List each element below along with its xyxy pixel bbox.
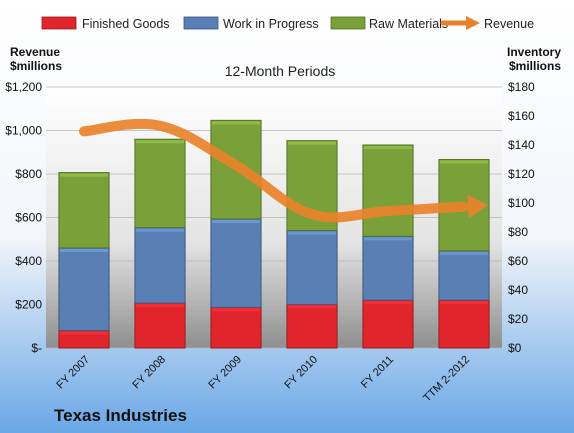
legend-label-revenue: Revenue <box>484 17 534 31</box>
bar-raw-materials-highlight <box>439 160 489 164</box>
revenue-arrowhead <box>467 194 488 219</box>
bar-raw-materials-highlight <box>59 173 109 177</box>
right-tick-label: $100 <box>508 196 535 210</box>
bar-work-in-progress <box>362 235 414 301</box>
left-axis-title-line1: Revenue <box>10 45 60 59</box>
right-tick-label: $40 <box>508 283 528 297</box>
left-tick-label: $1,000 <box>5 124 42 138</box>
bar-work-in-progress <box>210 218 262 308</box>
bar-work-in-progress <box>438 250 490 301</box>
right-axis-ticks: $0 $20 $40 $60 $80 $100 $120 $140 $160 $180 <box>508 80 535 355</box>
bar-work-in-progress-highlight <box>211 219 261 223</box>
bar-finished-goods <box>210 306 262 349</box>
legend-label-finished-goods: Finished Goods <box>82 17 170 31</box>
bar-finished-goods-highlight <box>439 301 489 305</box>
gridlines <box>46 86 502 349</box>
bar-raw-materials <box>134 138 186 229</box>
bar-finished-goods-highlight <box>363 301 413 305</box>
right-axis-title-line1: Inventory <box>507 45 561 59</box>
right-tick-label: $20 <box>508 312 528 326</box>
revenue-line <box>79 118 469 223</box>
chart-subtitle: 12-Month Periods <box>225 63 336 79</box>
bar-finished-goods-highlight <box>135 304 185 308</box>
bar-work-in-progress-highlight <box>439 251 489 255</box>
right-tick-label: $80 <box>508 225 528 239</box>
bar-finished-goods <box>438 299 490 349</box>
legend-swatch-raw-materials <box>330 16 366 30</box>
left-tick-label: $- <box>31 341 42 355</box>
legend-label-raw-materials: Raw Materials <box>369 17 448 31</box>
right-tick-label: $0 <box>508 341 522 355</box>
left-tick-label: $200 <box>15 298 42 312</box>
bar-work-in-progress <box>58 247 110 332</box>
bar-work-in-progress <box>286 230 338 305</box>
left-axis-title-line2: $millions <box>10 59 62 73</box>
bar-work-in-progress <box>134 227 186 304</box>
right-tick-label: $120 <box>508 167 535 181</box>
right-axis-title-line2: $millions <box>509 59 561 73</box>
bar-raw-materials-highlight <box>287 141 337 145</box>
bar-finished-goods <box>362 299 414 349</box>
left-axis-ticks: $- $200 $400 $600 $800 $1,000 $1,200 <box>5 80 42 355</box>
bar-finished-goods-highlight <box>211 308 261 312</box>
left-tick-label: $600 <box>15 211 42 225</box>
bar-raw-materials <box>58 172 110 249</box>
legend: Finished Goods Work in Progress Raw Mate… <box>41 16 534 31</box>
bar-finished-goods-highlight <box>59 331 109 335</box>
legend-swatch-finished-goods <box>41 16 77 30</box>
bar-work-in-progress-highlight <box>59 248 109 252</box>
right-tick-label: $160 <box>508 109 535 123</box>
left-tick-label: $1,200 <box>5 80 42 94</box>
bar-finished-goods-highlight <box>287 305 337 309</box>
left-tick-label: $800 <box>15 167 42 181</box>
revenue-line-layer <box>79 118 488 223</box>
left-tick-label: $400 <box>15 254 42 268</box>
bar-work-in-progress-highlight <box>363 237 413 241</box>
legend-swatch-revenue <box>440 16 480 30</box>
company-name: Texas Industries <box>54 406 187 425</box>
bar-work-in-progress-highlight <box>135 228 185 232</box>
bar-finished-goods <box>286 304 338 349</box>
right-tick-label: $140 <box>508 138 535 152</box>
bar-raw-materials-highlight <box>135 140 185 144</box>
bar-work-in-progress-highlight <box>287 231 337 235</box>
bar-finished-goods <box>134 302 186 349</box>
bar-raw-materials-highlight <box>363 146 413 149</box>
right-tick-label: $60 <box>508 254 528 268</box>
bar-raw-materials-highlight <box>211 121 261 125</box>
legend-label-work-in-progress: Work in Progress <box>223 17 319 31</box>
legend-swatch-work-in-progress <box>183 16 219 30</box>
right-tick-label: $180 <box>508 80 535 94</box>
bar-raw-materials <box>362 144 414 237</box>
